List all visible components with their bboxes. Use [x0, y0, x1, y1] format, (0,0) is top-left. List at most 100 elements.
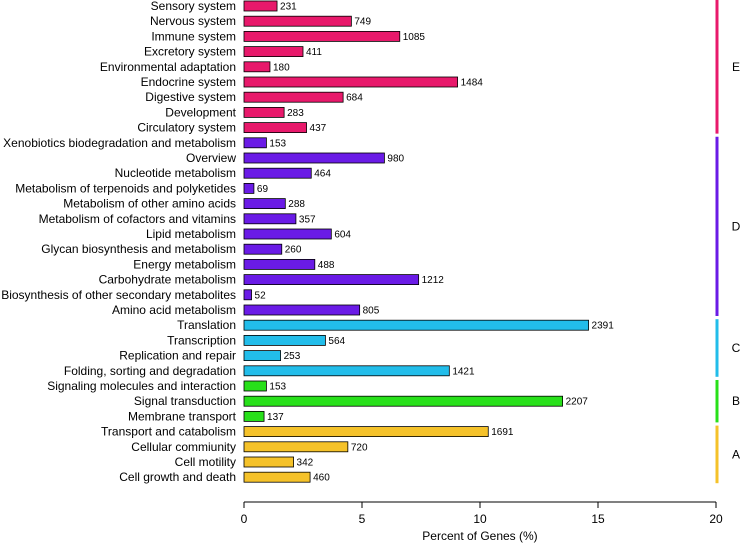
- bar-row: Circulatory system 437: [137, 121, 326, 135]
- category-label: Lipid metabolism: [146, 227, 236, 241]
- value-label: 805: [363, 306, 380, 317]
- group-brackets: E D C B A: [715, 0, 740, 484]
- bar: [243, 0, 278, 12]
- value-label: 180: [273, 62, 290, 73]
- value-label: 1484: [461, 78, 484, 89]
- group-label: D: [732, 219, 740, 233]
- x-tick-label: 10: [473, 512, 487, 526]
- bar: [243, 122, 307, 133]
- group-label: A: [732, 447, 740, 461]
- bar: [243, 152, 385, 164]
- bar-row: Nervous system 749: [150, 14, 372, 28]
- bar-row: Biosynthesis of other secondary metaboli…: [1, 288, 266, 302]
- value-label: 1212: [422, 275, 445, 286]
- category-label: Sensory system: [151, 0, 236, 13]
- category-label: Transport and catabolism: [101, 425, 236, 439]
- value-label: 357: [299, 214, 316, 225]
- x-axis-title: Percent of Genes (%): [422, 529, 537, 543]
- bar-row: Cellular commiunity 720: [131, 440, 368, 454]
- x-tick-label: 0: [241, 512, 248, 526]
- value-label: 720: [351, 442, 368, 453]
- category-label: Membrane transport: [128, 409, 237, 423]
- value-label: 460: [313, 473, 330, 484]
- value-label: 464: [314, 169, 331, 180]
- bar: [243, 426, 489, 438]
- bar: [243, 76, 458, 88]
- value-label: 980: [387, 154, 404, 165]
- bar-row: Development 283: [165, 105, 304, 119]
- bar: [243, 258, 316, 270]
- bar: [243, 410, 265, 422]
- value-label: 564: [328, 336, 345, 347]
- category-label: Glycan biosynthesis and metabolism: [41, 242, 236, 256]
- category-label: Circulatory system: [137, 121, 236, 135]
- bar-row: Replication and repair 253: [119, 349, 300, 363]
- bar: [243, 167, 312, 179]
- value-label: 253: [284, 351, 301, 362]
- bar-row: Membrane transport 137: [128, 409, 284, 423]
- bar-row: Transcription 564: [167, 333, 345, 347]
- category-label: Cellular commiunity: [131, 440, 236, 454]
- bar-row: Lipid metabolism 604: [146, 227, 351, 241]
- bar-row: Digestive system 684: [145, 90, 363, 104]
- value-label: 604: [334, 230, 351, 241]
- bar: [243, 30, 401, 42]
- value-label: 52: [255, 290, 267, 301]
- bar: [243, 471, 311, 483]
- category-label: Translation: [177, 318, 236, 332]
- category-label: Carbohydrate metabolism: [99, 273, 236, 287]
- value-label: 231: [280, 2, 297, 13]
- value-label: 342: [297, 458, 314, 469]
- x-axis: 0 5 10 15 20: [241, 501, 723, 526]
- bar-row: Folding, sorting and degradation 1421: [64, 364, 475, 378]
- bar-row: Environmental adaptation 180: [100, 60, 290, 74]
- value-label: 684: [346, 93, 363, 104]
- bar-row: Transport and catabolism 1691: [101, 425, 514, 439]
- bar-row: Immune system 1085: [151, 29, 425, 43]
- bar-row: Signaling molecules and interaction 153: [47, 379, 286, 393]
- bar-row: Glycan biosynthesis and metabolism 260: [41, 242, 302, 256]
- value-label: 488: [318, 260, 335, 271]
- category-label: Excretory system: [144, 45, 236, 59]
- bar: [243, 395, 564, 407]
- bar-row: Excretory system 411: [144, 45, 322, 59]
- bar: [243, 441, 349, 453]
- bar-row: Endocrine system 1484: [141, 75, 484, 89]
- bar: [243, 213, 297, 225]
- category-label: Transcription: [167, 333, 236, 347]
- bar-row: Metabolism of other amino acids 288: [63, 197, 305, 211]
- bar: [243, 456, 294, 468]
- value-label: 283: [287, 108, 304, 119]
- x-tick-label: 5: [359, 512, 366, 526]
- bar: [243, 289, 252, 301]
- value-label: 153: [269, 382, 286, 393]
- bar-row: Cell motility 342: [175, 455, 314, 469]
- category-label: Environmental adaptation: [100, 60, 236, 74]
- value-label: 153: [269, 138, 286, 149]
- value-label: 260: [285, 245, 302, 256]
- value-label: 137: [267, 412, 284, 423]
- bar-row: Metabolism of cofactors and vitamins 357: [39, 212, 316, 226]
- bar-row: Xenobiotics biodegradation and metabolis…: [3, 136, 286, 150]
- category-label: Overview: [186, 151, 236, 165]
- category-label: Nervous system: [150, 14, 236, 28]
- group-label: E: [732, 60, 740, 74]
- category-label: Metabolism of other amino acids: [63, 197, 236, 211]
- bar-row: Carbohydrate metabolism 1212: [99, 273, 445, 287]
- bar: [243, 365, 450, 377]
- x-tick-label: 20: [709, 512, 723, 526]
- category-label: Amino acid metabolism: [112, 303, 236, 317]
- bar-row: Metabolism of terpenoids and polyketides…: [15, 181, 268, 195]
- bar: [243, 137, 267, 149]
- category-label: Folding, sorting and degradation: [64, 364, 236, 378]
- x-tick-label: 15: [591, 512, 605, 526]
- bar-row: Translation 2391: [177, 318, 614, 332]
- category-label: Cell motility: [175, 455, 236, 469]
- bar: [243, 243, 283, 255]
- value-label: 1421: [452, 366, 475, 377]
- value-label: 69: [257, 184, 269, 195]
- group-label: C: [732, 341, 740, 355]
- category-label: Metabolism of cofactors and vitamins: [39, 212, 236, 226]
